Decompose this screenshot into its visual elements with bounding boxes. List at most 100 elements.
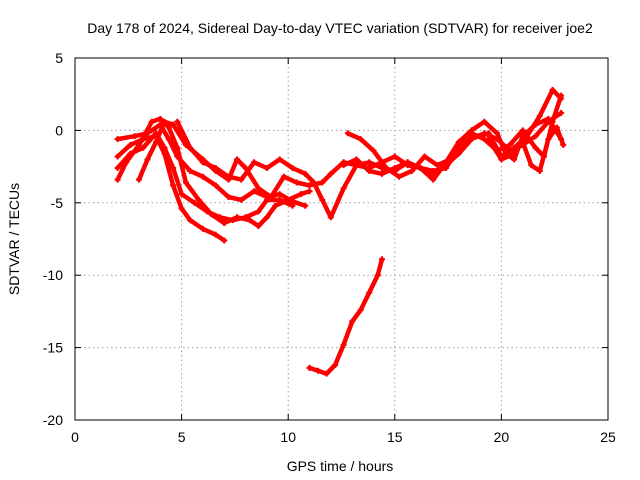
plot-frame [74, 57, 609, 421]
data-point [545, 136, 552, 143]
x-axis-label: GPS time / hours [287, 458, 394, 474]
data-point [182, 179, 189, 186]
data-point [306, 364, 313, 371]
data-point [221, 237, 228, 244]
data-point [430, 167, 437, 174]
data-point [165, 136, 172, 143]
data-point [225, 194, 232, 201]
data-point [170, 165, 177, 172]
data-point [251, 159, 258, 166]
y-tick-label: -5 [51, 195, 64, 211]
x-tick-label: 20 [494, 429, 510, 445]
data-point [366, 289, 373, 296]
data-point [263, 214, 270, 221]
data-point [289, 202, 296, 209]
data-point [357, 136, 364, 143]
data-point [560, 141, 567, 148]
data-point [140, 136, 147, 143]
data-point [494, 130, 501, 137]
data-point [558, 92, 565, 99]
data-point [114, 165, 121, 172]
data-point [374, 272, 381, 279]
data-point [306, 188, 313, 195]
x-tick-label: 10 [280, 429, 296, 445]
data-point [511, 150, 518, 157]
data-point [191, 199, 198, 206]
data-point [353, 156, 360, 163]
data-point [187, 217, 194, 224]
data-point [255, 185, 262, 192]
data-point [199, 173, 206, 180]
data-point [340, 341, 347, 348]
data-point [114, 153, 121, 160]
data-point [396, 173, 403, 180]
data-point [212, 182, 219, 189]
data-point [315, 367, 322, 374]
series-line-track-10 [115, 131, 295, 223]
data-point [408, 167, 415, 174]
chart-title: Day 178 of 2024, Sidereal Day-to-day VTE… [87, 20, 593, 36]
data-point [246, 217, 253, 224]
data-point [178, 191, 185, 198]
data-point [357, 306, 364, 313]
data-point [131, 133, 138, 140]
data-point [263, 165, 270, 172]
data-point [195, 196, 202, 203]
data-point [327, 214, 334, 221]
data-point [114, 176, 121, 183]
y-tick-label: -10 [43, 267, 63, 283]
data-point [238, 176, 245, 183]
data-point [276, 156, 283, 163]
data-point [319, 179, 326, 186]
data-point [485, 130, 492, 137]
data-point [174, 153, 181, 160]
data-point [549, 86, 556, 93]
grid [75, 58, 608, 420]
data-point [366, 159, 373, 166]
data-point [353, 162, 360, 169]
data-point [238, 196, 245, 203]
data-point [536, 112, 543, 119]
data-point [144, 130, 151, 137]
data-point [455, 144, 462, 151]
data-point [349, 318, 356, 325]
data-point [255, 222, 262, 229]
data-point [323, 370, 330, 377]
x-tick-label: 0 [71, 429, 79, 445]
data-point [187, 144, 194, 151]
data-point [468, 130, 475, 137]
data-point [549, 118, 556, 125]
data-point [251, 188, 258, 195]
data-point [204, 208, 211, 215]
data-point [161, 144, 168, 151]
data-point [127, 141, 134, 148]
data-point [506, 141, 513, 148]
data-point [212, 165, 219, 172]
data-point [417, 165, 424, 172]
data-point [519, 138, 526, 145]
y-tick-label: 5 [55, 50, 63, 66]
data-point [519, 127, 526, 134]
data-point [161, 118, 168, 125]
data-point [114, 136, 121, 143]
data-point [332, 361, 339, 368]
data-point [421, 153, 428, 160]
data-point [280, 173, 287, 180]
data-point [498, 156, 505, 163]
data-point [310, 179, 317, 186]
data-point [532, 133, 539, 140]
data-point [297, 191, 304, 198]
data-point [225, 173, 232, 180]
data-point [170, 121, 177, 128]
data-point [153, 130, 160, 137]
data-point [545, 115, 552, 122]
data-point [404, 159, 411, 166]
data-point [293, 179, 300, 186]
y-axis-label: SDTVAR / TECUs [6, 183, 22, 295]
data-point [528, 162, 535, 169]
data-point [135, 176, 142, 183]
data-point [153, 138, 160, 145]
series-line-track-8 [307, 257, 385, 376]
data-point [170, 182, 177, 189]
